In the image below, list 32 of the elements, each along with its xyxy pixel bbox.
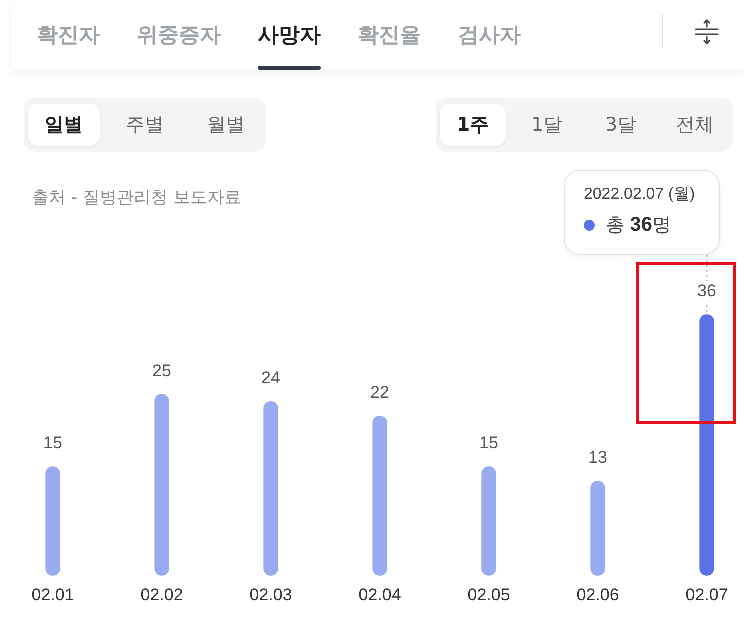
text: 검사자 <box>458 22 521 49</box>
x-tick-label: 02.01 <box>32 585 74 604</box>
x-tick-label: 02.06 <box>576 585 620 604</box>
x-tick-label: 02.04 <box>358 585 402 604</box>
data-label: 15 <box>44 434 62 453</box>
data-label: 15 <box>480 434 498 453</box>
x-tick-label: 02.02 <box>140 585 184 604</box>
data-label: 25 <box>152 361 172 380</box>
text: 확진자 <box>37 22 100 49</box>
text: 위중증자 <box>137 22 221 49</box>
data-label: 22 <box>370 383 390 402</box>
x-tick-label: 02.07 <box>686 585 728 604</box>
data-label: 24 <box>262 368 280 388</box>
bar <box>264 402 278 576</box>
segmented-control: 1주 1달 3달 전체 <box>436 98 733 152</box>
bar <box>482 466 496 576</box>
chart-title: 사망자 <box>258 22 321 49</box>
text: 확진율 <box>358 22 421 49</box>
bar <box>154 394 170 576</box>
bar <box>590 481 606 576</box>
source-note: 출처 - 질병관리청 보도자료 <box>32 187 242 209</box>
bar <box>46 466 60 576</box>
data-label: 36 <box>698 282 716 301</box>
tooltip: 2022.02.07 (월) 총 36명 <box>564 170 720 255</box>
bar <box>700 314 714 576</box>
bar <box>372 416 388 576</box>
segmented-control: 일별 주별 월별 <box>24 98 266 152</box>
toggle-button: 1주 <box>440 104 506 146</box>
x-tick-label: 02.03 <box>250 585 292 604</box>
toggle-button: 일별 <box>28 104 100 146</box>
data-label: 13 <box>588 448 608 468</box>
x-tick-label: 02.05 <box>468 585 510 604</box>
